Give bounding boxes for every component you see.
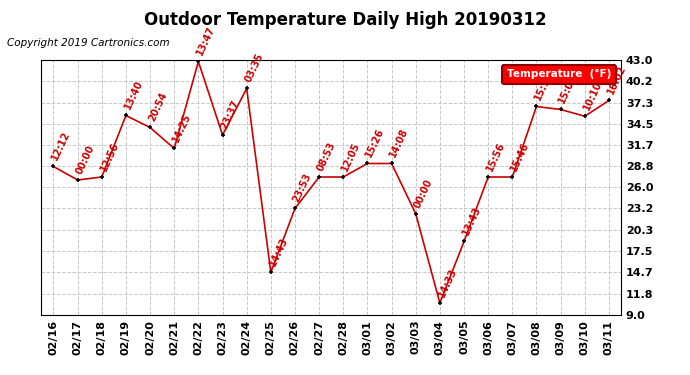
- Text: 14:08: 14:08: [388, 127, 411, 159]
- Point: [72, 177, 83, 183]
- Point: [168, 146, 179, 152]
- Point: [241, 86, 252, 92]
- Point: [531, 104, 542, 110]
- Text: Copyright 2019 Cartronics.com: Copyright 2019 Cartronics.com: [7, 38, 170, 48]
- Text: 15:56: 15:56: [484, 141, 507, 173]
- Text: 03:35: 03:35: [243, 52, 266, 84]
- Text: 00:00: 00:00: [74, 144, 97, 176]
- Point: [338, 174, 348, 180]
- Text: 23:37: 23:37: [219, 99, 241, 131]
- Point: [145, 124, 156, 130]
- Text: 14:33: 14:33: [436, 267, 459, 299]
- Point: [217, 132, 228, 138]
- Point: [362, 160, 373, 166]
- Text: 10:10: 10:10: [581, 80, 604, 112]
- Point: [506, 174, 518, 180]
- Text: 13:40: 13:40: [122, 79, 145, 111]
- Text: 15:46: 15:46: [509, 141, 531, 173]
- Text: 08:53: 08:53: [315, 140, 338, 173]
- Point: [434, 300, 445, 306]
- Text: Outdoor Temperature Daily High 20190312: Outdoor Temperature Daily High 20190312: [144, 11, 546, 29]
- Point: [482, 174, 493, 180]
- Text: 15:15: 15:15: [533, 70, 555, 102]
- Text: 00:00: 00:00: [412, 177, 435, 210]
- Point: [555, 106, 566, 112]
- Text: 14:43: 14:43: [267, 236, 290, 268]
- Point: [96, 174, 107, 180]
- Point: [603, 98, 614, 104]
- Point: [193, 58, 204, 64]
- Text: 12:56: 12:56: [98, 141, 121, 173]
- Text: 20:54: 20:54: [146, 91, 169, 123]
- Point: [579, 113, 590, 119]
- Point: [410, 211, 421, 217]
- Point: [120, 112, 131, 118]
- Text: 12:12: 12:12: [50, 130, 72, 162]
- Text: 15:26: 15:26: [364, 127, 386, 159]
- Text: 16:02: 16:02: [605, 64, 628, 96]
- Point: [458, 238, 469, 244]
- Point: [265, 269, 276, 275]
- Text: 15:06: 15:06: [557, 73, 580, 105]
- Text: 23:53: 23:53: [291, 172, 314, 204]
- Text: 12:05: 12:05: [339, 141, 362, 173]
- Point: [386, 160, 397, 166]
- Text: 14:25: 14:25: [170, 112, 193, 144]
- Point: [289, 206, 300, 212]
- Text: 13:47: 13:47: [195, 25, 217, 57]
- Legend: Temperature  (°F): Temperature (°F): [502, 65, 615, 84]
- Point: [313, 174, 324, 180]
- Point: [48, 164, 59, 170]
- Text: 13:43: 13:43: [460, 205, 483, 237]
